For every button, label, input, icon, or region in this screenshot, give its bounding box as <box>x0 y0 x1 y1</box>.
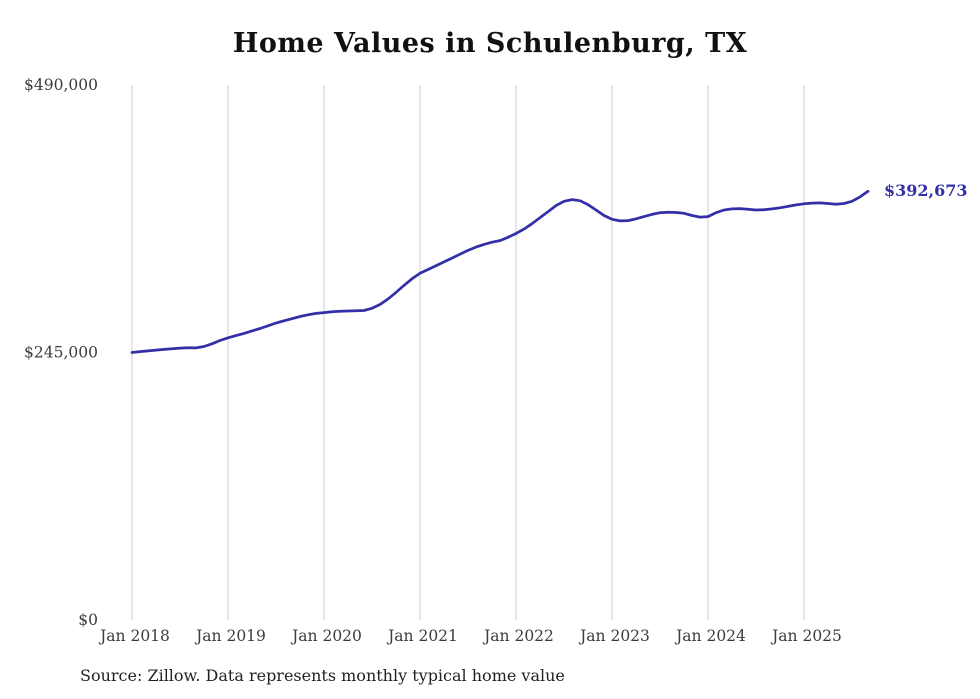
x-tick-label: Jan 2021 <box>386 627 458 645</box>
y-tick-label: $245,000 <box>24 344 98 362</box>
x-tick-label: Jan 2019 <box>194 627 266 645</box>
source-note: Source: Zillow. Data represents monthly … <box>80 666 565 685</box>
y-tick-label: $490,000 <box>24 76 98 94</box>
x-tick-label: Jan 2023 <box>578 627 650 645</box>
x-tick-label: Jan 2018 <box>98 627 170 645</box>
x-tick-label: Jan 2020 <box>290 627 362 645</box>
y-tick-label: $0 <box>78 611 98 629</box>
chart-title: Home Values in Schulenburg, TX <box>232 28 748 59</box>
x-tick-label: Jan 2024 <box>674 627 746 645</box>
home-value-line <box>130 189 870 354</box>
x-tick-label: Jan 2025 <box>770 627 842 645</box>
x-tick-label: Jan 2022 <box>482 627 554 645</box>
end-value-label: $392,673 <box>884 181 968 201</box>
